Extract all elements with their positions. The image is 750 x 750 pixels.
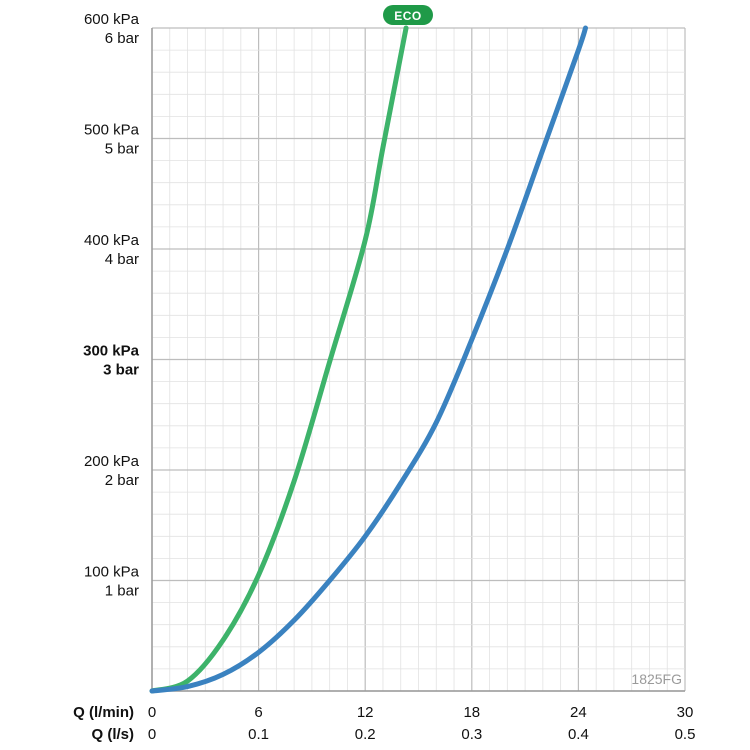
eco-badge-background bbox=[383, 5, 433, 25]
y-axis-labels: 100 kPa 1 bar 200 kPa 2 bar 300 kPa 3 bar 400 … bbox=[83, 11, 140, 600]
x-tick-label-ls: 0.2 bbox=[355, 726, 376, 743]
y-tick-label-kpa: 500 kPa bbox=[84, 122, 140, 139]
x-tick-label-lmin: 6 bbox=[254, 704, 262, 721]
y-tick-label-kpa: 200 kPa bbox=[84, 453, 140, 470]
x-tick-label-lmin: 18 bbox=[463, 704, 480, 721]
x-axis-labels: Q (l/min) Q (l/s) 0 6 12 18 24 30 0 0.1 0.2 0.3 0.… bbox=[73, 704, 695, 743]
x-axis-title-ls: Q (l/s) bbox=[91, 726, 134, 743]
x-tick-label-lmin: 0 bbox=[148, 704, 156, 721]
y-tick-label-bar: 5 bar bbox=[105, 141, 139, 158]
standard-flow-curve bbox=[149, 25, 589, 694]
y-tick-label-kpa: 300 kPa bbox=[83, 343, 140, 360]
x-tick-label-ls: 0.4 bbox=[568, 726, 589, 743]
y-tick-label-bar: 2 bar bbox=[105, 472, 139, 489]
eco-badge-label: ECO bbox=[394, 9, 422, 23]
y-tick-label-bar: 4 bar bbox=[105, 251, 139, 268]
x-tick-label-ls: 0.3 bbox=[461, 726, 482, 743]
x-tick-label-lmin: 24 bbox=[570, 704, 587, 721]
x-tick-label-ls: 0 bbox=[148, 726, 156, 743]
y-tick-label-kpa: 400 kPa bbox=[84, 232, 140, 249]
x-tick-label-lmin: 30 bbox=[677, 704, 694, 721]
x-tick-label-ls: 0.5 bbox=[675, 726, 696, 743]
y-tick-label-kpa: 600 kPa bbox=[84, 11, 140, 28]
series-layer bbox=[149, 25, 589, 694]
grid bbox=[151, 27, 686, 692]
y-tick-label-bar: 6 bar bbox=[105, 30, 139, 47]
eco-badge: ECO bbox=[383, 5, 433, 25]
product-code: 1825FG bbox=[631, 671, 682, 687]
x-axis-title-lmin: Q (l/min) bbox=[73, 704, 134, 721]
y-tick-label-kpa: 100 kPa bbox=[84, 564, 140, 581]
x-tick-label-lmin: 12 bbox=[357, 704, 374, 721]
y-tick-label-bar: 1 bar bbox=[105, 583, 139, 600]
eco-flow-curve bbox=[149, 25, 409, 694]
x-tick-label-ls: 0.1 bbox=[248, 726, 269, 743]
y-tick-label-bar: 3 bar bbox=[103, 362, 139, 379]
